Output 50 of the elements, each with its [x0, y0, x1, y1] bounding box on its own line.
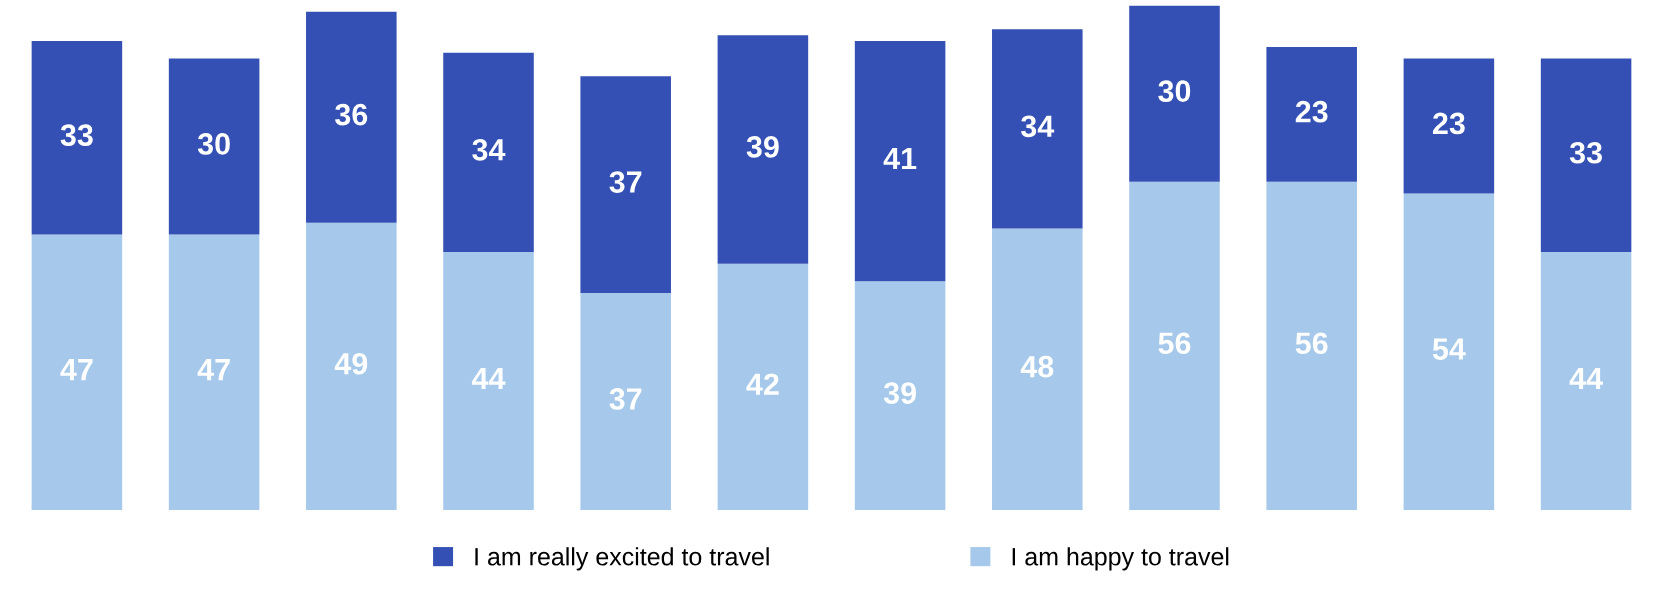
data-label: 44	[471, 367, 506, 389]
data-label: 39	[746, 136, 779, 158]
data-label: 41	[883, 148, 917, 170]
bar	[992, 29, 1083, 229]
bar	[992, 228, 1083, 510]
bar	[306, 222, 397, 510]
legend-label: I am happy to travel	[1012, 547, 1229, 571]
data-label: 44	[1569, 367, 1603, 389]
bar	[306, 11, 397, 223]
data-label: 39	[883, 382, 916, 404]
bar	[1403, 193, 1495, 510]
bar	[717, 263, 809, 510]
data-label: 56	[1295, 332, 1328, 355]
bar	[854, 281, 946, 510]
data-label: 23	[1295, 100, 1328, 123]
bar	[443, 52, 534, 253]
data-label: 33	[60, 124, 93, 146]
bar	[1129, 5, 1220, 182]
bar	[1403, 58, 1495, 194]
data-label: 33	[1569, 141, 1602, 164]
data-label: 47	[60, 359, 93, 381]
data-label: 47	[197, 359, 230, 381]
data-label: 42	[746, 373, 779, 395]
data-label: 30	[197, 133, 230, 155]
bar	[1540, 58, 1632, 253]
data-label: 30	[1158, 80, 1191, 103]
bar	[1266, 46, 1357, 182]
data-label: 23	[1432, 112, 1465, 135]
bar	[1266, 181, 1357, 510]
data-label: 37	[609, 388, 642, 410]
data-label: 48	[1020, 355, 1054, 378]
data-label: 34	[1021, 115, 1055, 138]
data-label: 49	[334, 352, 368, 375]
legend-label: I am really excited to travel	[475, 547, 769, 571]
bar	[1129, 181, 1220, 510]
bar	[580, 76, 671, 294]
bar	[31, 41, 123, 235]
data-label: 56	[1158, 332, 1191, 355]
data-label: 54	[1432, 338, 1466, 360]
data-label: 37	[609, 171, 642, 193]
data-label: 36	[335, 103, 368, 126]
bar	[580, 293, 671, 510]
bar	[1540, 252, 1632, 510]
data-label: 34	[472, 138, 506, 161]
bar	[443, 252, 534, 510]
bar	[717, 35, 809, 264]
bar	[854, 41, 946, 282]
bar	[168, 58, 260, 235]
bar	[168, 234, 260, 510]
bar	[31, 234, 123, 510]
